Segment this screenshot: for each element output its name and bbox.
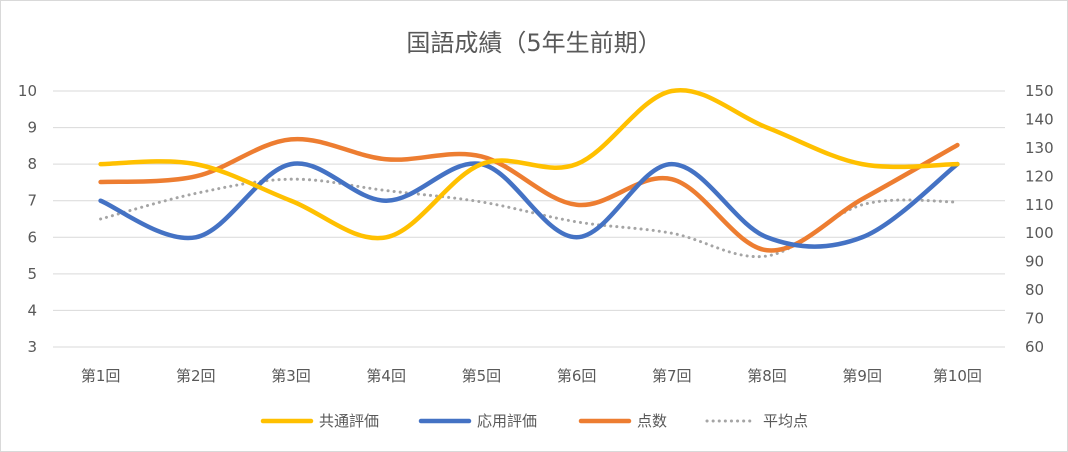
x-tick-label: 第7回 [652, 367, 692, 385]
series-line-1 [98, 161, 960, 249]
x-tick-label: 第2回 [176, 367, 216, 385]
left-tick-label: 9 [27, 119, 37, 137]
legend-label: 応用評価 [477, 412, 537, 430]
left-tick-label: 6 [27, 228, 37, 246]
left-tick-label: 8 [27, 155, 37, 173]
x-tick-label: 第6回 [557, 367, 597, 385]
legend-label: 平均点 [763, 412, 808, 430]
x-tick-label: 第5回 [462, 367, 502, 385]
x-tick-label: 第8回 [747, 367, 787, 385]
legend-label: 共通評価 [319, 412, 379, 430]
left-tick-label: 7 [27, 192, 37, 210]
right-tick-label: 150 [1025, 82, 1054, 100]
x-tick-label: 第4回 [366, 367, 406, 385]
chart-title: 国語成績（5年生前期） [406, 29, 661, 57]
right-tick-label: 100 [1025, 224, 1054, 242]
left-tick-label: 5 [27, 265, 37, 283]
right-tick-label: 70 [1025, 310, 1044, 328]
left-tick-label: 4 [27, 301, 37, 319]
x-tick-label: 第3回 [271, 367, 311, 385]
legend: 共通評価 応用評価 点数 平均点 [260, 412, 808, 430]
x-tick-label: 第10回 [933, 367, 982, 385]
x-tick-label: 第1回 [81, 367, 121, 385]
right-axis: 60 70 80 90 100 110 120 130 140 150 [1025, 82, 1054, 356]
series-lines [98, 87, 960, 259]
right-tick-label: 120 [1025, 167, 1054, 185]
legend-label: 点数 [637, 412, 667, 430]
left-axis: 3 4 5 6 7 8 9 10 [18, 82, 37, 356]
x-tick-label: 第9回 [842, 367, 882, 385]
left-tick-label: 10 [18, 82, 37, 100]
series-line-2 [98, 136, 960, 253]
right-tick-label: 130 [1025, 139, 1054, 157]
right-tick-label: 110 [1025, 196, 1054, 214]
right-tick-label: 80 [1025, 281, 1044, 299]
gridlines [53, 90, 1005, 348]
right-tick-label: 60 [1025, 338, 1044, 356]
right-tick-label: 90 [1025, 253, 1044, 271]
series-line-0 [98, 87, 960, 241]
right-tick-label: 140 [1025, 110, 1054, 128]
left-tick-label: 3 [27, 338, 37, 356]
x-axis: 第1回 第2回 第3回 第4回 第5回 第6回 第7回 第8回 第9回 第10回 [81, 367, 982, 385]
